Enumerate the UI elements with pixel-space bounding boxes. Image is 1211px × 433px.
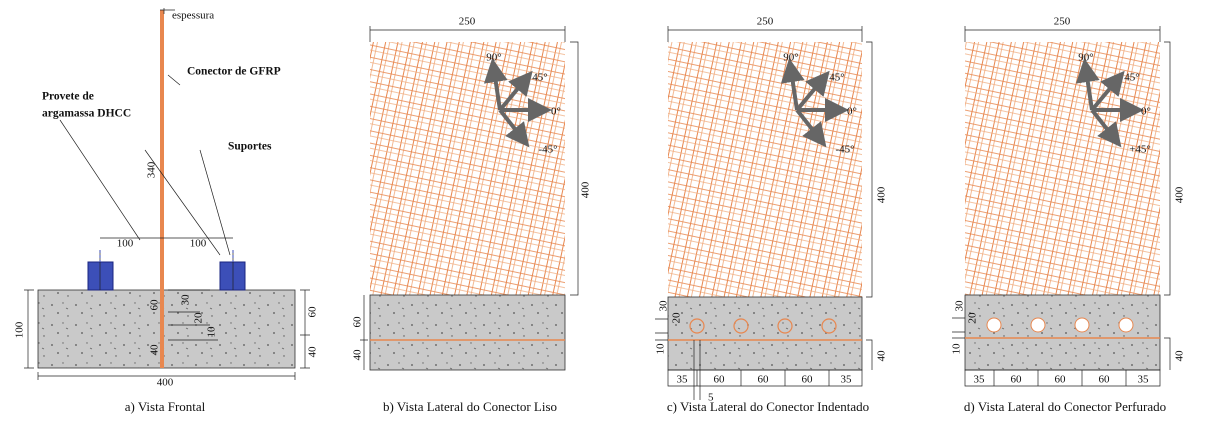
- panel-indentado: [655, 26, 873, 400]
- dimension-label: 35: [1138, 374, 1150, 386]
- dimension-label: 10: [655, 343, 667, 355]
- dimension-label: 45°: [829, 72, 844, 84]
- caption: a) Vista Frontal: [125, 399, 206, 414]
- dimension-label: 0°: [847, 106, 857, 118]
- dimension-label: argamassa DHCC: [42, 108, 131, 120]
- dimension-label: 60: [352, 316, 364, 328]
- dimension-label: 60: [758, 374, 770, 386]
- dimension-label: 400: [580, 181, 592, 198]
- dimension-label: 40: [876, 350, 888, 362]
- dimension-label: 40: [352, 349, 364, 361]
- dimension-label: 20: [967, 312, 979, 324]
- dimension-label: -45°: [538, 144, 557, 156]
- dimension-label: 90°: [1078, 52, 1093, 64]
- panel-perfurado: [952, 26, 1171, 387]
- dimension-label: 100: [117, 238, 134, 250]
- panel-liso: [360, 26, 579, 371]
- dimension-label: 250: [459, 16, 476, 28]
- dimension-label: 60: [714, 374, 726, 386]
- dimension-label: 20: [671, 312, 683, 324]
- dimension-label: 90°: [486, 52, 501, 64]
- dimension-label: 40: [307, 346, 319, 358]
- dimension-label: 400: [876, 186, 888, 203]
- dimension-label: +45°: [1129, 144, 1151, 156]
- dimension-label: 5: [708, 392, 714, 404]
- dimension-label: 40: [1174, 350, 1186, 362]
- dimension-label: 400: [1174, 186, 1186, 203]
- dimension-label: Suportes: [228, 141, 272, 153]
- dimension-label: 0°: [1141, 106, 1151, 118]
- dimension-label: 45°: [1124, 72, 1139, 84]
- dimension-label: 250: [1054, 16, 1071, 28]
- dimension-label: 0°: [551, 106, 561, 118]
- dimension-label: 60: [149, 299, 161, 311]
- dimension-label: 60: [1055, 374, 1067, 386]
- caption: b) Vista Lateral do Conector Liso: [383, 399, 557, 414]
- dimension-label: 10: [206, 326, 218, 338]
- dimension-label: 60: [1011, 374, 1023, 386]
- dimension-label: Provete de: [42, 91, 94, 103]
- dimension-label: 35: [974, 374, 986, 386]
- dimension-label: 30: [954, 300, 966, 312]
- dimension-label: 400: [157, 377, 174, 389]
- dimension-label: 100: [14, 321, 26, 338]
- dimension-label: 45°: [532, 72, 547, 84]
- dimension-label: 90°: [783, 52, 798, 64]
- dimension-label: 10: [951, 343, 963, 355]
- caption: c) Vista Lateral do Conector Indentado: [667, 399, 869, 414]
- dimension-label: -45°: [835, 144, 854, 156]
- dimension-label: 35: [841, 374, 853, 386]
- dimension-label: 30: [658, 300, 670, 312]
- caption: d) Vista Lateral do Conector Perfurado: [964, 399, 1166, 414]
- dimension-label: 30: [180, 294, 192, 306]
- dimension-label: 100: [190, 238, 207, 250]
- dimension-label: 40: [149, 344, 161, 356]
- dimension-label: espessura: [172, 10, 214, 22]
- dimension-label: Conector de GFRP: [187, 66, 281, 78]
- dimension-label: 60: [802, 374, 814, 386]
- panel-frontal: [24, 8, 310, 380]
- dimension-label: 340: [146, 161, 158, 178]
- dimension-label: 20: [193, 312, 205, 324]
- dimension-label: 250: [757, 16, 774, 28]
- dimension-label: 60: [307, 306, 319, 318]
- dimension-label: 35: [677, 374, 689, 386]
- dimension-label: 60: [1099, 374, 1111, 386]
